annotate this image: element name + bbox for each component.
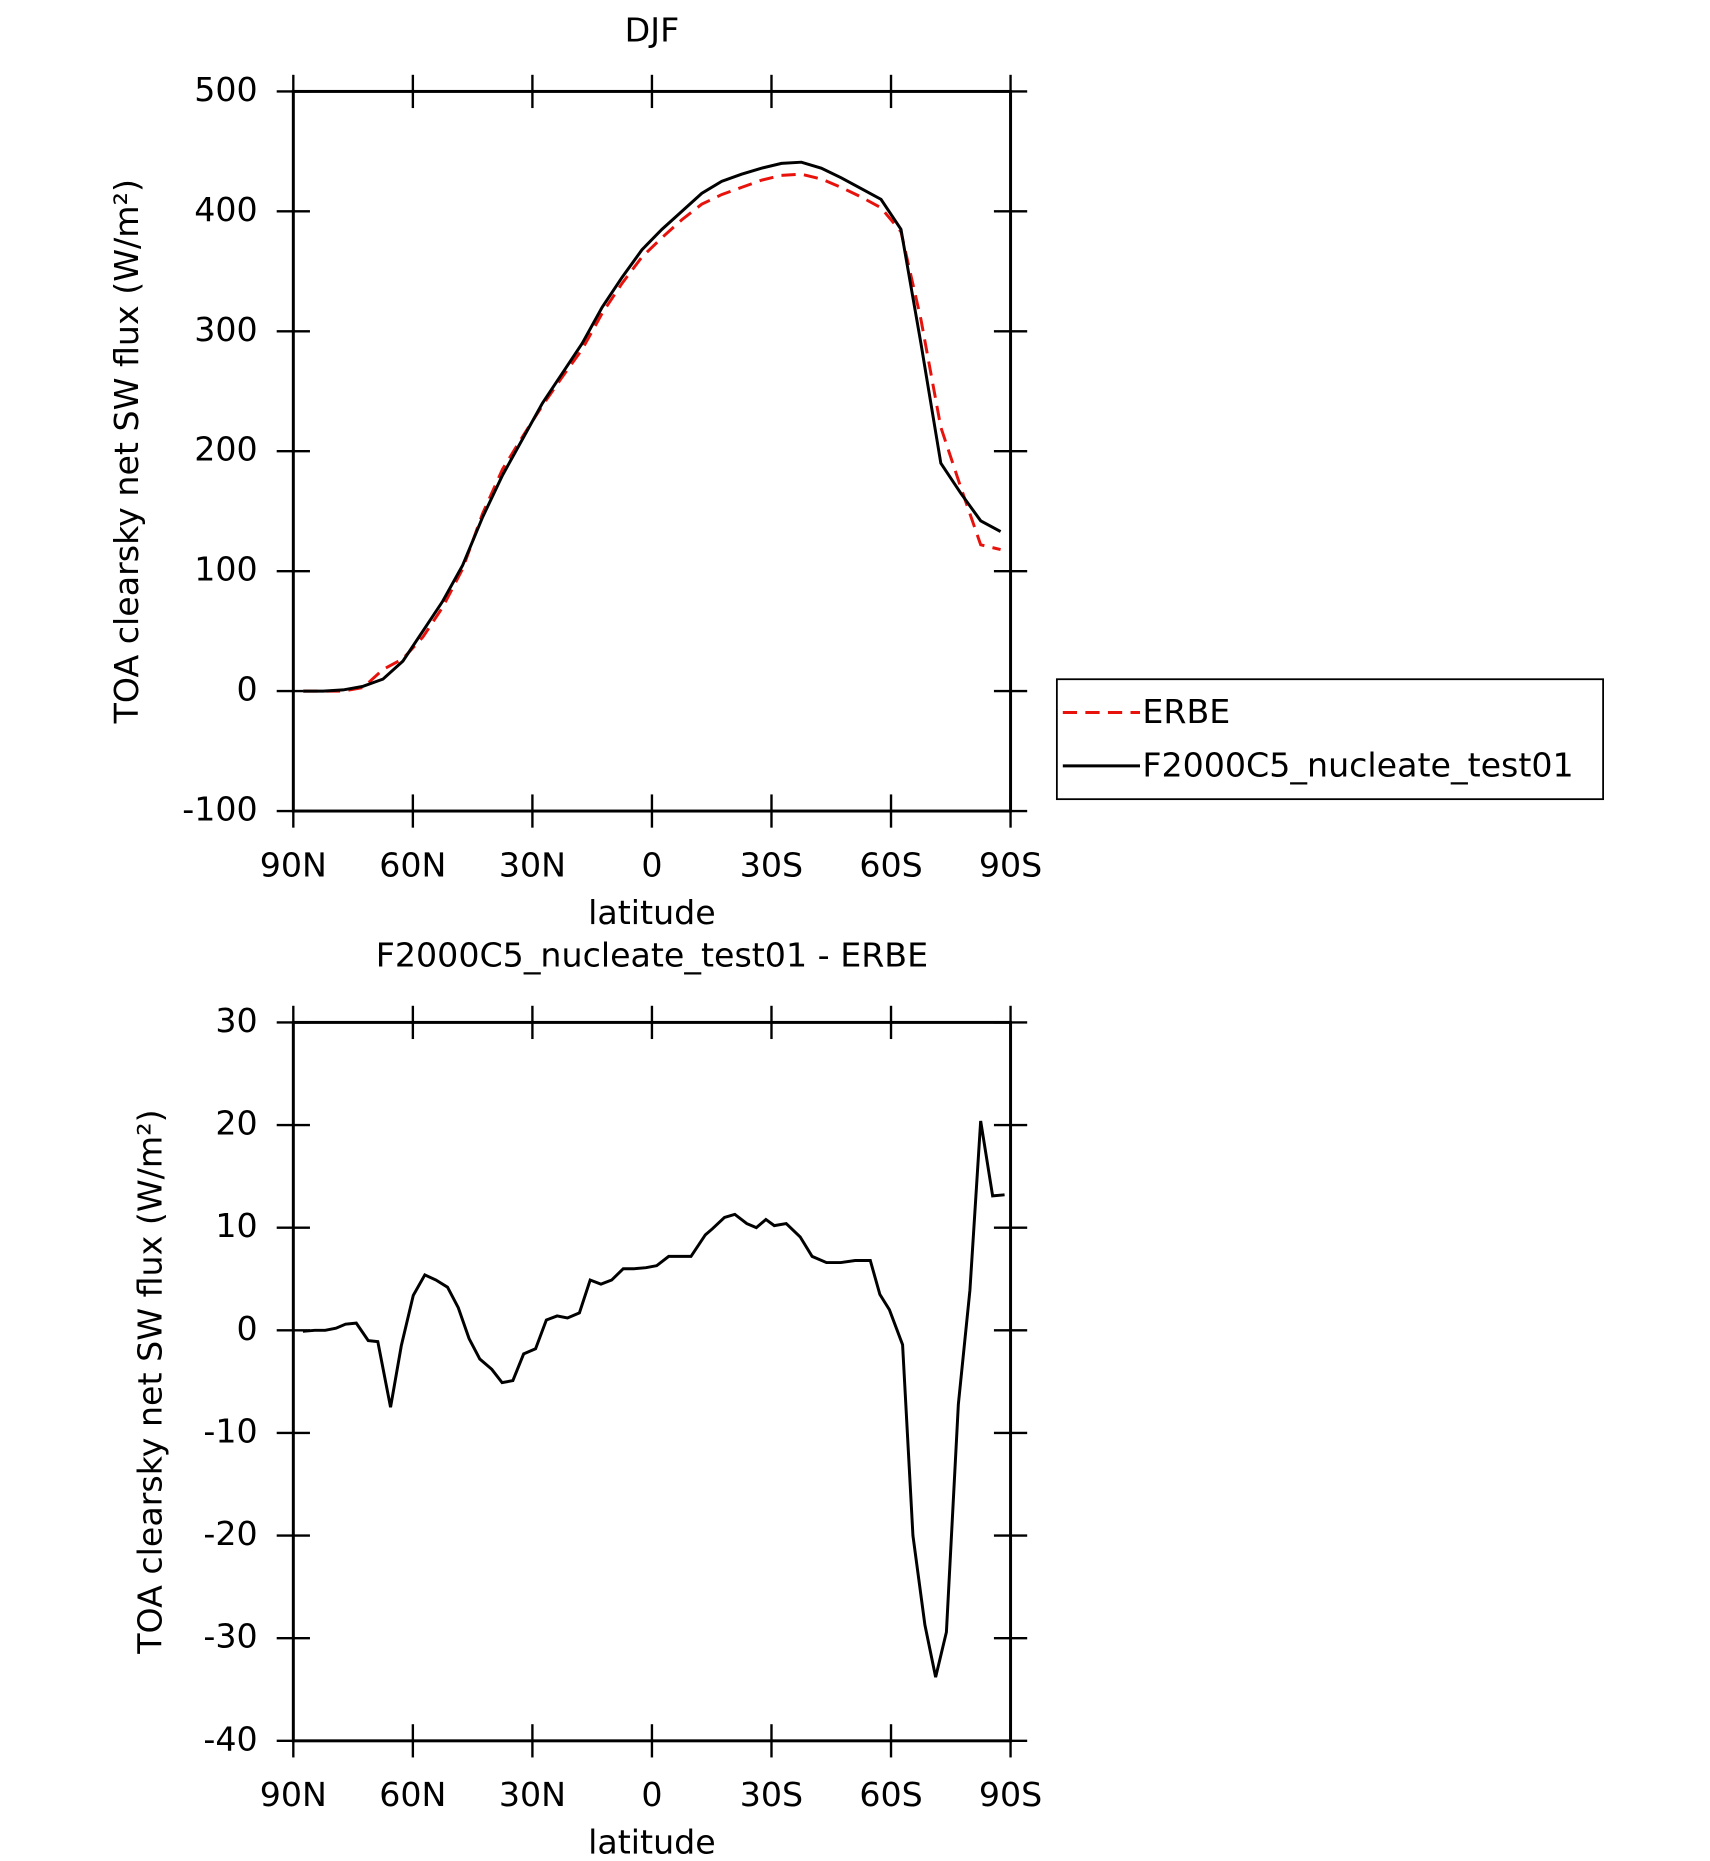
plot-frame — [291, 89, 1013, 813]
x-tick-label: 60N — [379, 1775, 446, 1814]
plot-frame — [291, 1020, 1013, 1743]
chart-title: F2000C5_nucleate_test01 - ERBE — [376, 936, 928, 975]
x-tick-label: 0 — [641, 845, 662, 884]
x-tick-label: 90N — [260, 845, 327, 884]
y-tick-label: 0 — [237, 1309, 258, 1348]
y-tick-label: 10 — [215, 1206, 257, 1245]
y-axis-label: TOA clearsky net SW flux (W/m²) — [131, 1109, 170, 1654]
y-tick-label: -10 — [203, 1411, 257, 1450]
x-tick-label: 30N — [499, 845, 566, 884]
data-line — [303, 172, 1001, 693]
legend-label: F2000C5_nucleate_test01 — [1142, 746, 1573, 785]
x-tick-label: 30S — [740, 1775, 803, 1814]
x-axis-label: latitude — [588, 1823, 716, 1861]
y-tick-label: -20 — [203, 1514, 257, 1553]
data-line — [303, 160, 1002, 693]
x-tick-label: 30N — [499, 1775, 566, 1814]
y-tick-label: 30 — [215, 1001, 257, 1040]
y-tick-label: 200 — [194, 430, 257, 469]
x-tick-label: 90N — [260, 1775, 327, 1814]
y-tick-label: 20 — [215, 1104, 257, 1143]
x-tick-label: 90S — [979, 845, 1042, 884]
legend-label: ERBE — [1142, 692, 1230, 731]
y-tick-label: 100 — [194, 550, 257, 589]
x-tick-label: 0 — [641, 1775, 662, 1814]
y-tick-label: 400 — [194, 190, 257, 229]
y-tick-label: -30 — [203, 1617, 257, 1656]
x-tick-label: 60N — [379, 845, 446, 884]
y-tick-label: 500 — [194, 70, 257, 109]
y-tick-label: -40 — [203, 1719, 257, 1758]
chart-title: DJF — [625, 11, 680, 50]
y-tick-label: -100 — [182, 790, 257, 829]
x-tick-label: 90S — [979, 1775, 1042, 1814]
y-tick-label: 300 — [194, 310, 257, 349]
data-line — [302, 1120, 1005, 1678]
x-tick-label: 60S — [859, 845, 922, 884]
legend-box — [1055, 678, 1604, 801]
x-tick-label: 30S — [740, 845, 803, 884]
y-tick-label: 0 — [237, 670, 258, 709]
y-axis-label: TOA clearsky net SW flux (W/m²) — [107, 179, 146, 724]
x-axis-label: latitude — [588, 893, 716, 932]
x-tick-label: 60S — [859, 1775, 922, 1814]
